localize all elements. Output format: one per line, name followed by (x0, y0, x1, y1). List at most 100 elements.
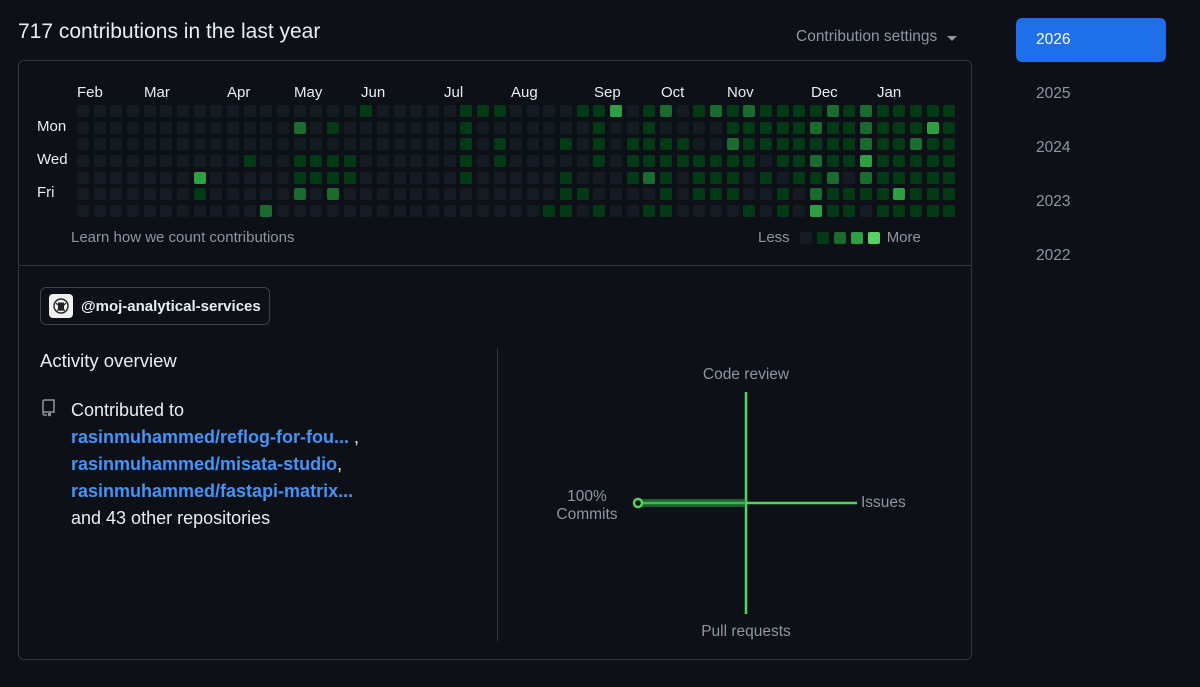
contribution-cell[interactable] (393, 105, 406, 117)
contribution-cell[interactable] (860, 138, 873, 151)
contribution-cell[interactable] (693, 121, 706, 134)
contribution-cell[interactable] (543, 204, 556, 217)
contribution-cell[interactable] (310, 121, 323, 134)
contribution-cell[interactable] (676, 121, 689, 134)
contribution-cell[interactable] (576, 171, 589, 184)
contribution-cell[interactable] (510, 188, 523, 201)
contribution-cell[interactable] (226, 154, 239, 167)
contribution-cell[interactable] (526, 105, 539, 117)
contribution-cell[interactable] (160, 121, 173, 134)
contribution-cell[interactable] (526, 204, 539, 217)
repo-link-fastapi[interactable]: rasinmuhammed/fastapi-matrix... (71, 481, 354, 501)
contribution-cell[interactable] (493, 171, 506, 184)
contribution-cell[interactable] (743, 138, 756, 151)
contribution-cell[interactable] (893, 138, 906, 151)
contribution-cell[interactable] (793, 188, 806, 201)
contribution-cell[interactable] (626, 121, 639, 134)
contribution-cell[interactable] (276, 154, 289, 167)
contribution-cell[interactable] (493, 138, 506, 151)
contribution-settings-button[interactable]: Contribution settings (796, 28, 958, 46)
contribution-cell[interactable] (876, 138, 889, 151)
contribution-cell[interactable] (710, 154, 723, 167)
contribution-cell[interactable] (876, 105, 889, 117)
contribution-cell[interactable] (560, 138, 573, 151)
contribution-cell[interactable] (310, 204, 323, 217)
contribution-cell[interactable] (243, 105, 256, 117)
contribution-cell[interactable] (743, 154, 756, 167)
contribution-cell[interactable] (793, 204, 806, 217)
contribution-cell[interactable] (693, 105, 706, 117)
contribution-cell[interactable] (810, 121, 823, 134)
contribution-cell[interactable] (910, 188, 922, 201)
contribution-cell[interactable] (793, 154, 806, 167)
year-2025[interactable]: 2025 (1036, 85, 1071, 102)
contribution-cell[interactable] (493, 204, 506, 217)
contribution-cell[interactable] (293, 171, 306, 184)
contribution-cell[interactable] (710, 138, 723, 151)
contribution-cell[interactable] (526, 121, 539, 134)
contribution-cell[interactable] (93, 121, 106, 134)
contribution-cell[interactable] (326, 188, 339, 201)
contribution-cell[interactable] (626, 171, 639, 184)
contribution-cell[interactable] (660, 121, 673, 134)
contribution-cell[interactable] (810, 138, 823, 151)
contribution-cell[interactable] (426, 121, 439, 134)
contribution-cell[interactable] (726, 105, 739, 117)
contribution-cell[interactable] (260, 204, 273, 217)
contribution-cell[interactable] (510, 154, 523, 167)
contribution-cell[interactable] (210, 138, 223, 151)
contribution-cell[interactable] (776, 188, 789, 201)
contribution-cell[interactable] (710, 121, 723, 134)
contribution-cell[interactable] (926, 105, 939, 117)
contribution-cell[interactable] (876, 188, 889, 201)
year-2023[interactable]: 2023 (1036, 193, 1071, 210)
contribution-cell[interactable] (476, 204, 489, 217)
contribution-cell[interactable] (310, 105, 323, 117)
repo-link-reflog[interactable]: rasinmuhammed/reflog-for-fou... (71, 427, 350, 447)
contribution-cell[interactable] (293, 204, 306, 217)
contribution-cell[interactable] (576, 188, 589, 201)
contribution-cell[interactable] (760, 121, 773, 134)
contribution-cell[interactable] (610, 204, 623, 217)
contribution-cell[interactable] (360, 105, 373, 117)
contribution-cell[interactable] (476, 121, 489, 134)
contribution-cell[interactable] (160, 105, 173, 117)
contribution-cell[interactable] (493, 105, 506, 117)
contribution-cell[interactable] (410, 154, 423, 167)
contribution-cell[interactable] (943, 171, 956, 184)
contribution-cell[interactable] (77, 154, 89, 167)
contribution-cell[interactable] (226, 138, 239, 151)
contribution-cell[interactable] (660, 154, 673, 167)
contribution-cell[interactable] (776, 154, 789, 167)
contribution-cell[interactable] (660, 188, 673, 201)
contribution-cell[interactable] (593, 121, 606, 134)
contribution-cell[interactable] (910, 154, 922, 167)
contribution-cell[interactable] (93, 105, 106, 117)
contribution-cell[interactable] (860, 154, 873, 167)
contribution-cell[interactable] (543, 154, 556, 167)
contribution-cell[interactable] (443, 105, 456, 117)
contribution-cell[interactable] (543, 121, 556, 134)
contribution-cell[interactable] (810, 171, 823, 184)
contribution-cell[interactable] (110, 154, 123, 167)
contribution-cell[interactable] (526, 154, 539, 167)
contribution-cell[interactable] (460, 204, 473, 217)
contribution-cell[interactable] (376, 188, 389, 201)
contribution-cell[interactable] (193, 154, 206, 167)
contribution-cell[interactable] (193, 105, 206, 117)
contribution-cell[interactable] (226, 121, 239, 134)
contribution-cell[interactable] (193, 204, 206, 217)
contribution-cell[interactable] (143, 105, 156, 117)
contribution-cell[interactable] (493, 154, 506, 167)
contribution-cell[interactable] (593, 188, 606, 201)
contribution-cell[interactable] (876, 204, 889, 217)
contribution-cell[interactable] (843, 138, 856, 151)
contribution-cell[interactable] (410, 121, 423, 134)
contribution-cell[interactable] (343, 171, 356, 184)
contribution-cell[interactable] (743, 105, 756, 117)
contribution-cell[interactable] (343, 121, 356, 134)
contribution-cell[interactable] (176, 121, 189, 134)
contribution-cell[interactable] (460, 105, 473, 117)
contribution-cell[interactable] (210, 204, 223, 217)
contribution-cell[interactable] (876, 171, 889, 184)
